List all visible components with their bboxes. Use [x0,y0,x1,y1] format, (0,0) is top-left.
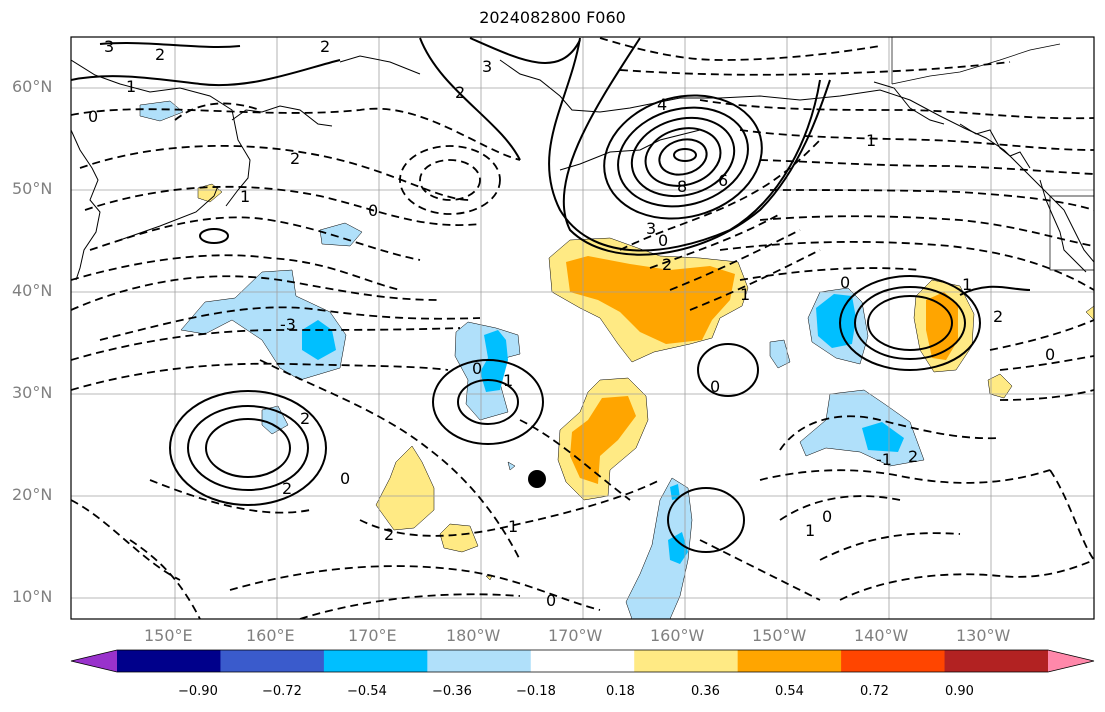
lon-label: 170°W [548,626,603,645]
colorbar-tick-label: −0.36 [432,684,472,699]
contour-label: 2 [662,255,672,274]
negative-contours [71,37,1094,619]
contour-label: 3 [646,219,656,238]
colorbar-segment [427,650,532,672]
colorbar-extend-max [1048,650,1094,672]
positive-contours [71,37,1031,553]
storm-center-marker [528,470,546,488]
lat-label: 30°N [12,383,53,402]
negative-anomaly-medium [302,294,904,564]
contour-label: -3 [280,315,296,334]
colorbar-tick-label: 0.18 [606,684,635,699]
positive-anomaly-strong [566,256,958,484]
lon-label: 140°W [854,626,909,645]
lat-label: 20°N [12,485,53,504]
contour-label: 3 [104,37,114,56]
lat-label: 10°N [12,587,53,606]
lon-label: 150°E [144,626,193,645]
contour-label: 4 [657,95,667,114]
contour-label: 1 [962,275,972,294]
contour-label: -1 [876,450,892,469]
contour-label: 0 [368,201,378,220]
lon-label: 150°W [752,626,807,645]
colorbar-segment [737,650,842,672]
contour-label: 0 [840,273,850,292]
colorbar-tick-label: −0.90 [178,684,218,699]
map-title: 2024082800 F060 [479,8,626,27]
colorbar-segment [220,650,325,672]
contour-label: 0 [822,507,832,526]
lat-label: 40°N [12,281,53,300]
colorbar-tick-label: 0.72 [860,684,889,699]
contour-label: 3 [482,57,492,76]
colorbar-extend-min [71,650,117,672]
lon-label: 130°W [956,626,1011,645]
contour-label: 0 [472,359,482,378]
colorbar-segment [117,650,221,672]
contour-label: 0 [88,107,98,126]
contour-label: 2 [908,447,918,466]
political-borders [891,37,1094,271]
negative-anomaly-light [139,100,925,619]
contour-label: 0 [658,231,668,250]
colorbar-tick-label: 0.90 [945,684,974,699]
contour-label: 1 [126,77,136,96]
colorbar-tick-label: −0.18 [516,684,556,699]
contour-label: 2 [384,525,394,544]
colorbar-segment [634,650,739,672]
contour-label: 8 [677,177,687,196]
lon-label: 170°E [348,626,397,645]
contour-label: 1 [740,285,750,304]
contour-label: 1 [805,521,815,540]
contour-label: 1 [240,187,250,206]
contour-label: 1 [866,131,876,150]
contour-label: 2 [993,307,1003,326]
colorbar-segment [530,650,635,672]
lat-label: 50°N [12,179,53,198]
contour-label: 2 [300,409,310,428]
contour-label: 2 [290,149,300,168]
colorbar-tick-label: 0.36 [691,684,720,699]
contour-label: 2 [455,83,465,102]
contour-label: 0 [1045,345,1055,364]
colorbar-outline [70,649,1095,673]
lon-label: 160°E [246,626,295,645]
contour-label: 0 [340,469,350,488]
contour-label: 6 [718,171,728,190]
map-frame [70,36,1095,620]
lat-label: 60°N [12,77,53,96]
lon-label: 160°W [650,626,705,645]
contour-label: 2 [282,479,292,498]
contour-label: 2 [320,37,330,56]
contour-label: 1 [508,517,518,536]
contour-labels: 3 2 2 1 0 3 2 2 1 0 4 8 6 3 0 2 1 0 -3 1… [88,37,1055,610]
colorbar-tick-label: 0.54 [775,684,804,699]
colorbar [70,649,1095,673]
contour-label: 2 [155,45,165,64]
contour-label: 0 [710,377,720,396]
gridlines [71,37,1094,619]
colorbar-segment [323,650,428,672]
lon-label: 180°W [446,626,501,645]
colorbar-tick-label: −0.54 [347,684,387,699]
colorbar-segment [944,650,1049,672]
contour-label: 0 [546,591,556,610]
contour-label: 1 [503,371,513,390]
colorbar-tick-label: −0.72 [262,684,302,699]
colorbar-segment [841,650,946,672]
